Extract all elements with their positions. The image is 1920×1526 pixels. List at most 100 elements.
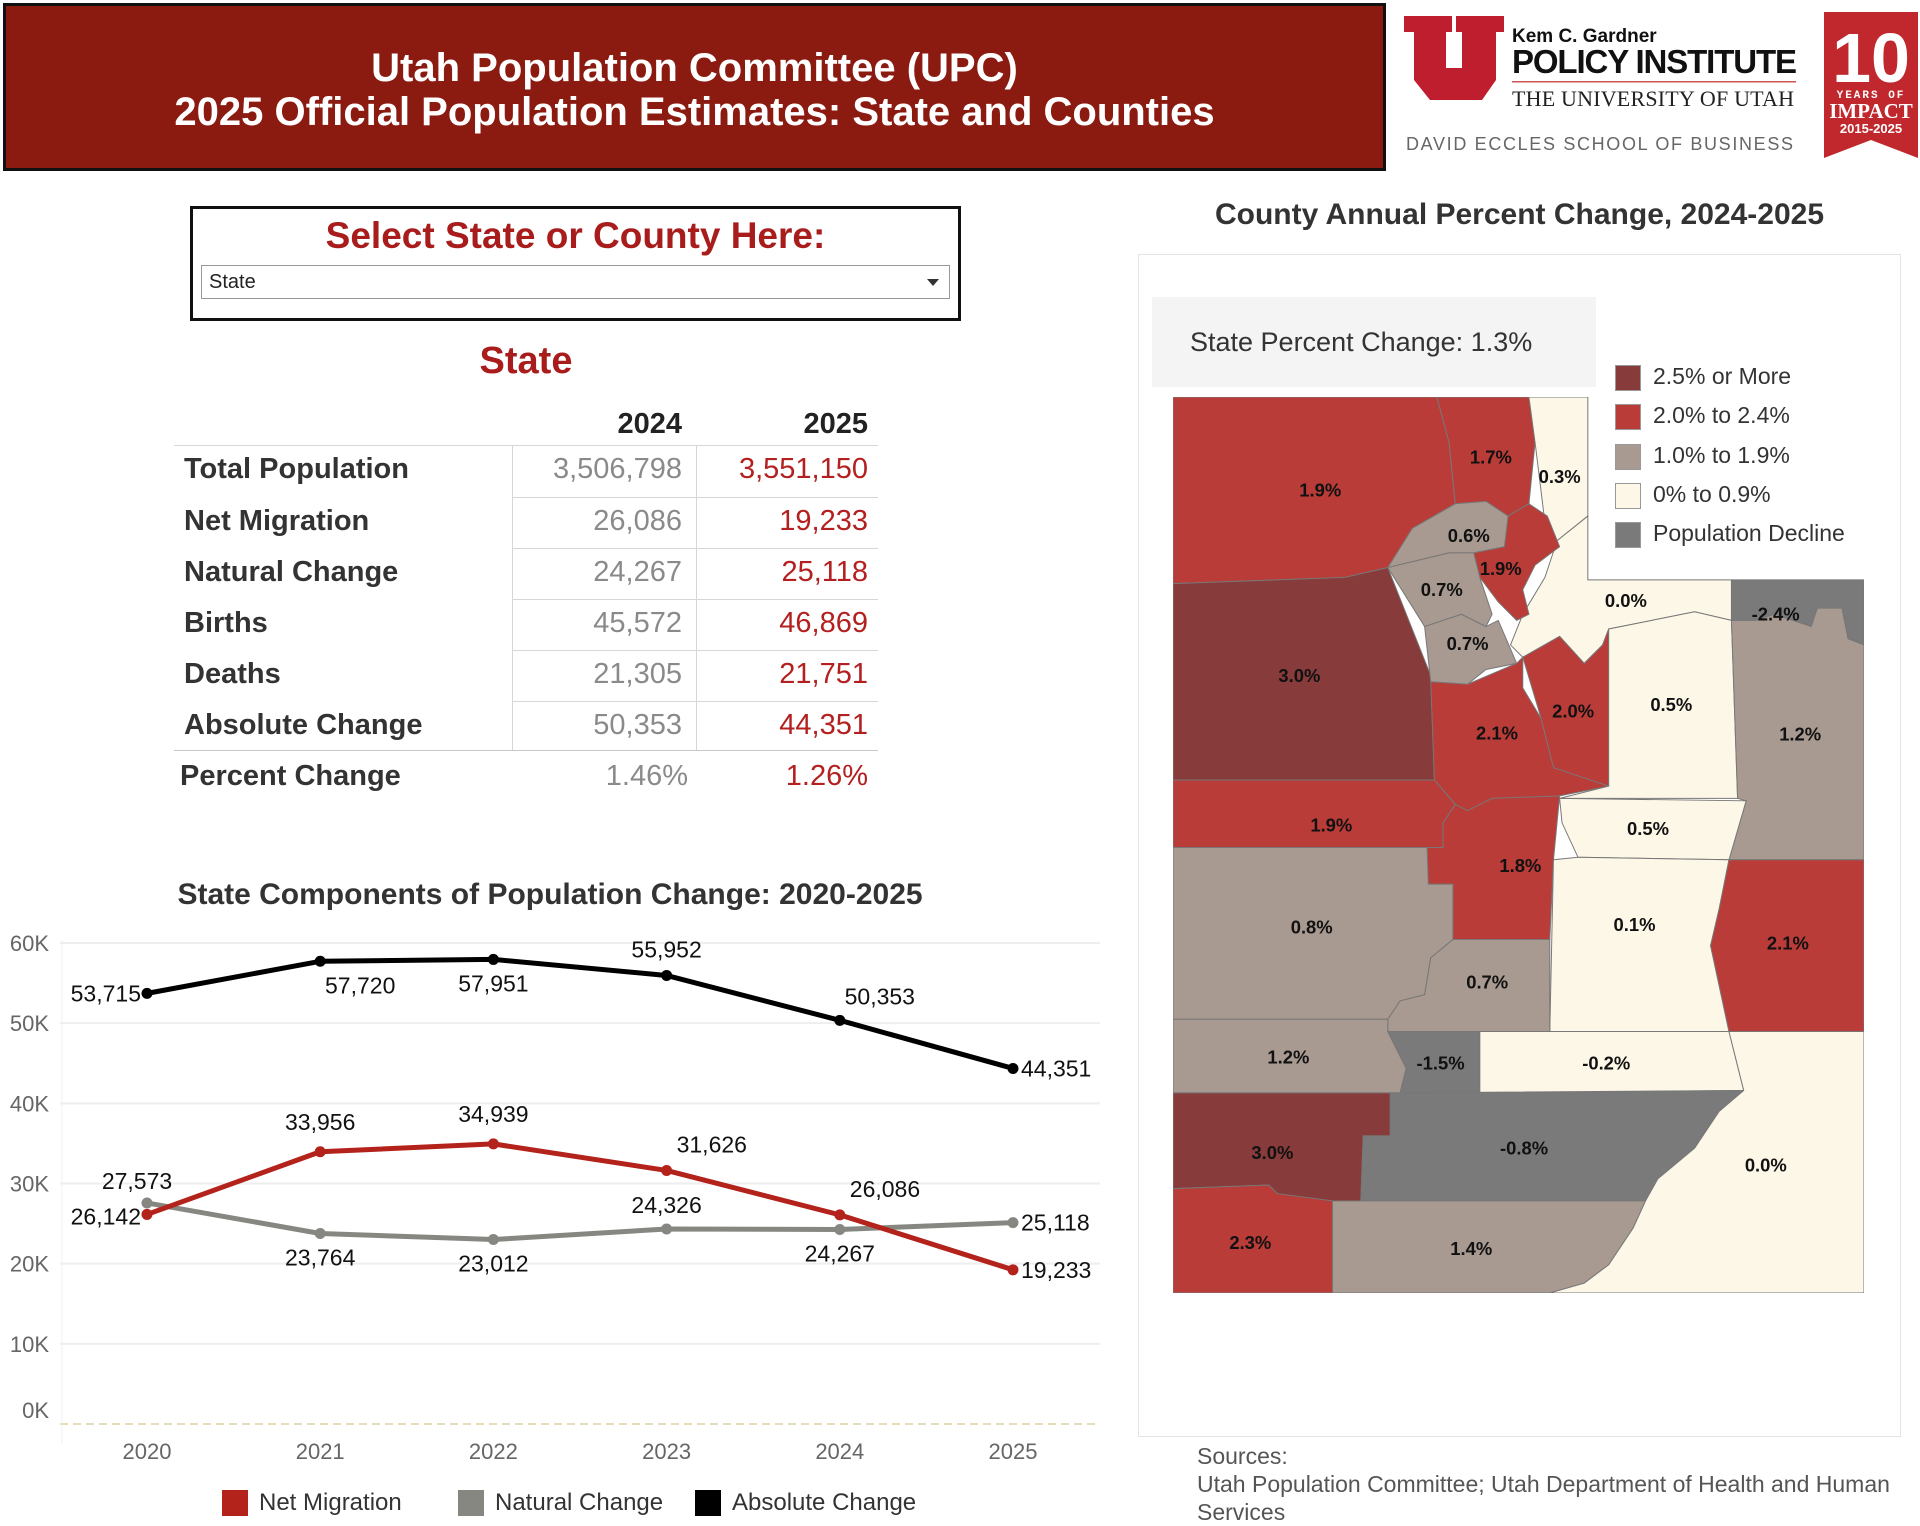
county-percent-label: 0.5%: [1650, 694, 1692, 715]
county-percent-label: 0.8%: [1291, 916, 1333, 937]
data-point[interactable]: [1007, 1217, 1019, 1229]
state-county-dropdown[interactable]: State: [201, 265, 950, 299]
map-title: County Annual Percent Change, 2024-2025: [1214, 198, 1825, 231]
county-percent-label: -0.2%: [1582, 1053, 1630, 1074]
value-2024: 21,305: [593, 658, 682, 690]
summary-row: Net Migration 26,086 19,233: [174, 497, 878, 548]
data-label: 57,720: [325, 972, 395, 998]
county-percent-label: -2.4%: [1752, 603, 1800, 624]
y-tick-label: 10K: [10, 1332, 49, 1357]
county-percent-label: 0.7%: [1447, 633, 1489, 654]
data-point[interactable]: [1007, 1062, 1019, 1074]
data-label: 44,351: [1021, 1055, 1091, 1081]
data-point[interactable]: [834, 1209, 846, 1221]
value-2024: 24,267: [593, 556, 682, 588]
legend-swatch: [1615, 404, 1641, 430]
data-label: 34,939: [458, 1101, 528, 1127]
county-percent-label: 1.9%: [1299, 479, 1341, 500]
data-point[interactable]: [487, 953, 499, 965]
series-line-natural-change: [146, 1200, 1014, 1243]
summary-row: Absolute Change 50,353 44,351: [174, 701, 878, 752]
column-header-2024: 2024: [617, 408, 682, 440]
y-tick-label: 20K: [10, 1252, 49, 1277]
data-label: 57,951: [458, 970, 528, 996]
value-2025: 25,118: [781, 556, 868, 588]
county-percent-label: 1.4%: [1450, 1238, 1492, 1259]
data-point[interactable]: [834, 1014, 846, 1026]
value-2025: 21,751: [779, 658, 868, 690]
data-point[interactable]: [661, 969, 673, 981]
legend-label: 0% to 0.9%: [1653, 481, 1771, 507]
row-label: Total Population: [184, 453, 409, 485]
county-percent-label: -0.8%: [1500, 1137, 1548, 1158]
data-point[interactable]: [141, 1208, 153, 1220]
dashboard-header: Utah Population Committee (UPC) 2025 Off…: [3, 3, 1386, 171]
county-percent-label: 1.7%: [1470, 446, 1512, 467]
sources-note: Sources: Utah Population Committee; Utah…: [1197, 1442, 1897, 1526]
data-label: 50,353: [845, 983, 915, 1009]
sources-label: Sources:: [1197, 1443, 1288, 1469]
utah-county-map: 1.9% 1.7% 0.3% 0.0% 0.6% 1.9% 3.0% 0.7% 0.7% 2.1%…: [1173, 397, 1864, 1293]
data-point[interactable]: [834, 1223, 846, 1235]
university-u-logo-icon: [1404, 16, 1504, 100]
legend-swatch: [1615, 522, 1641, 548]
data-label: 23,012: [458, 1251, 528, 1277]
data-label: 26,086: [850, 1176, 920, 1202]
selector-title: Select State or County Here:: [325, 215, 826, 256]
county-percent-label: 1.8%: [1499, 855, 1541, 876]
legend-swatch: [458, 1490, 484, 1516]
value-2025: 3,551,150: [738, 453, 868, 485]
county-percent-label: 2.3%: [1229, 1232, 1271, 1253]
summary-row: Natural Change 24,267 25,118: [174, 548, 878, 599]
county-region[interactable]: [1549, 856, 1730, 1033]
divider: [512, 650, 878, 651]
county-percent-label: 0.7%: [1421, 579, 1463, 600]
svg-text:THE UNIVERSITY OF UTAH: THE UNIVERSITY OF UTAH: [1512, 86, 1794, 111]
map-panel: [1138, 254, 1901, 1437]
data-point[interactable]: [1007, 1264, 1019, 1276]
header-title-line2: 2025 Official Population Estimates: Stat…: [174, 90, 1215, 134]
summary-row: Births 45,572 46,869: [174, 599, 878, 650]
county-percent-label: 0.1%: [1614, 914, 1656, 935]
legend-label: 1.0% to 1.9%: [1653, 442, 1790, 468]
county-percent-label: 2.0%: [1552, 700, 1594, 721]
series-line-absolute-change: [146, 956, 1014, 1071]
data-point[interactable]: [141, 1197, 153, 1209]
row-label: Net Migration: [184, 505, 370, 537]
county-percent-label: 3.0%: [1278, 665, 1320, 686]
data-point[interactable]: [314, 955, 326, 967]
svg-text:Kem C. Gardner: Kem C. Gardner: [1512, 26, 1657, 47]
header-title-line1: Utah Population Committee (UPC): [371, 46, 1018, 90]
data-point[interactable]: [487, 1234, 499, 1246]
components-line-chart: 0K 10K 20K 30K 40K 50K 60K 2020 2021 2022 2023 2024…: [10, 931, 1100, 1460]
data-point[interactable]: [141, 987, 153, 999]
y-tick-label: 40K: [10, 1091, 49, 1116]
legend-label: 2.0% to 2.4%: [1653, 402, 1790, 428]
summary-row: Total Population 3,506,798 3,551,150: [174, 445, 878, 496]
value-2025: 19,233: [779, 505, 868, 537]
data-point[interactable]: [314, 1227, 326, 1239]
chart-title: State Components of Population Change: 2…: [177, 878, 923, 911]
data-label: 24,267: [805, 1240, 875, 1266]
data-point[interactable]: [661, 1223, 673, 1235]
dropdown-value: State: [209, 271, 256, 293]
divider: [696, 445, 697, 750]
legend-swatch: [222, 1490, 248, 1516]
legend-label: Population Decline: [1653, 520, 1845, 546]
data-label: 31,626: [677, 1131, 747, 1157]
value-2024: 50,353: [593, 709, 682, 741]
legend-swatch: [695, 1490, 721, 1516]
data-label: 33,956: [285, 1109, 355, 1135]
county-region[interactable]: [1549, 1031, 1864, 1293]
data-point[interactable]: [314, 1146, 326, 1158]
sources-text: Utah Population Committee; Utah Departme…: [1197, 1471, 1890, 1525]
value-2024: 26,086: [593, 505, 682, 537]
legend-label: Absolute Change: [732, 1489, 917, 1516]
data-point[interactable]: [661, 1164, 673, 1176]
legend-swatch: [1615, 365, 1641, 391]
data-point[interactable]: [487, 1138, 499, 1150]
x-tick-label: 2022: [469, 1439, 518, 1460]
county-percent-label: 0.3%: [1539, 466, 1581, 487]
y-tick-label: 0K: [22, 1398, 49, 1423]
svg-text:2015-2025: 2015-2025: [1840, 121, 1902, 136]
